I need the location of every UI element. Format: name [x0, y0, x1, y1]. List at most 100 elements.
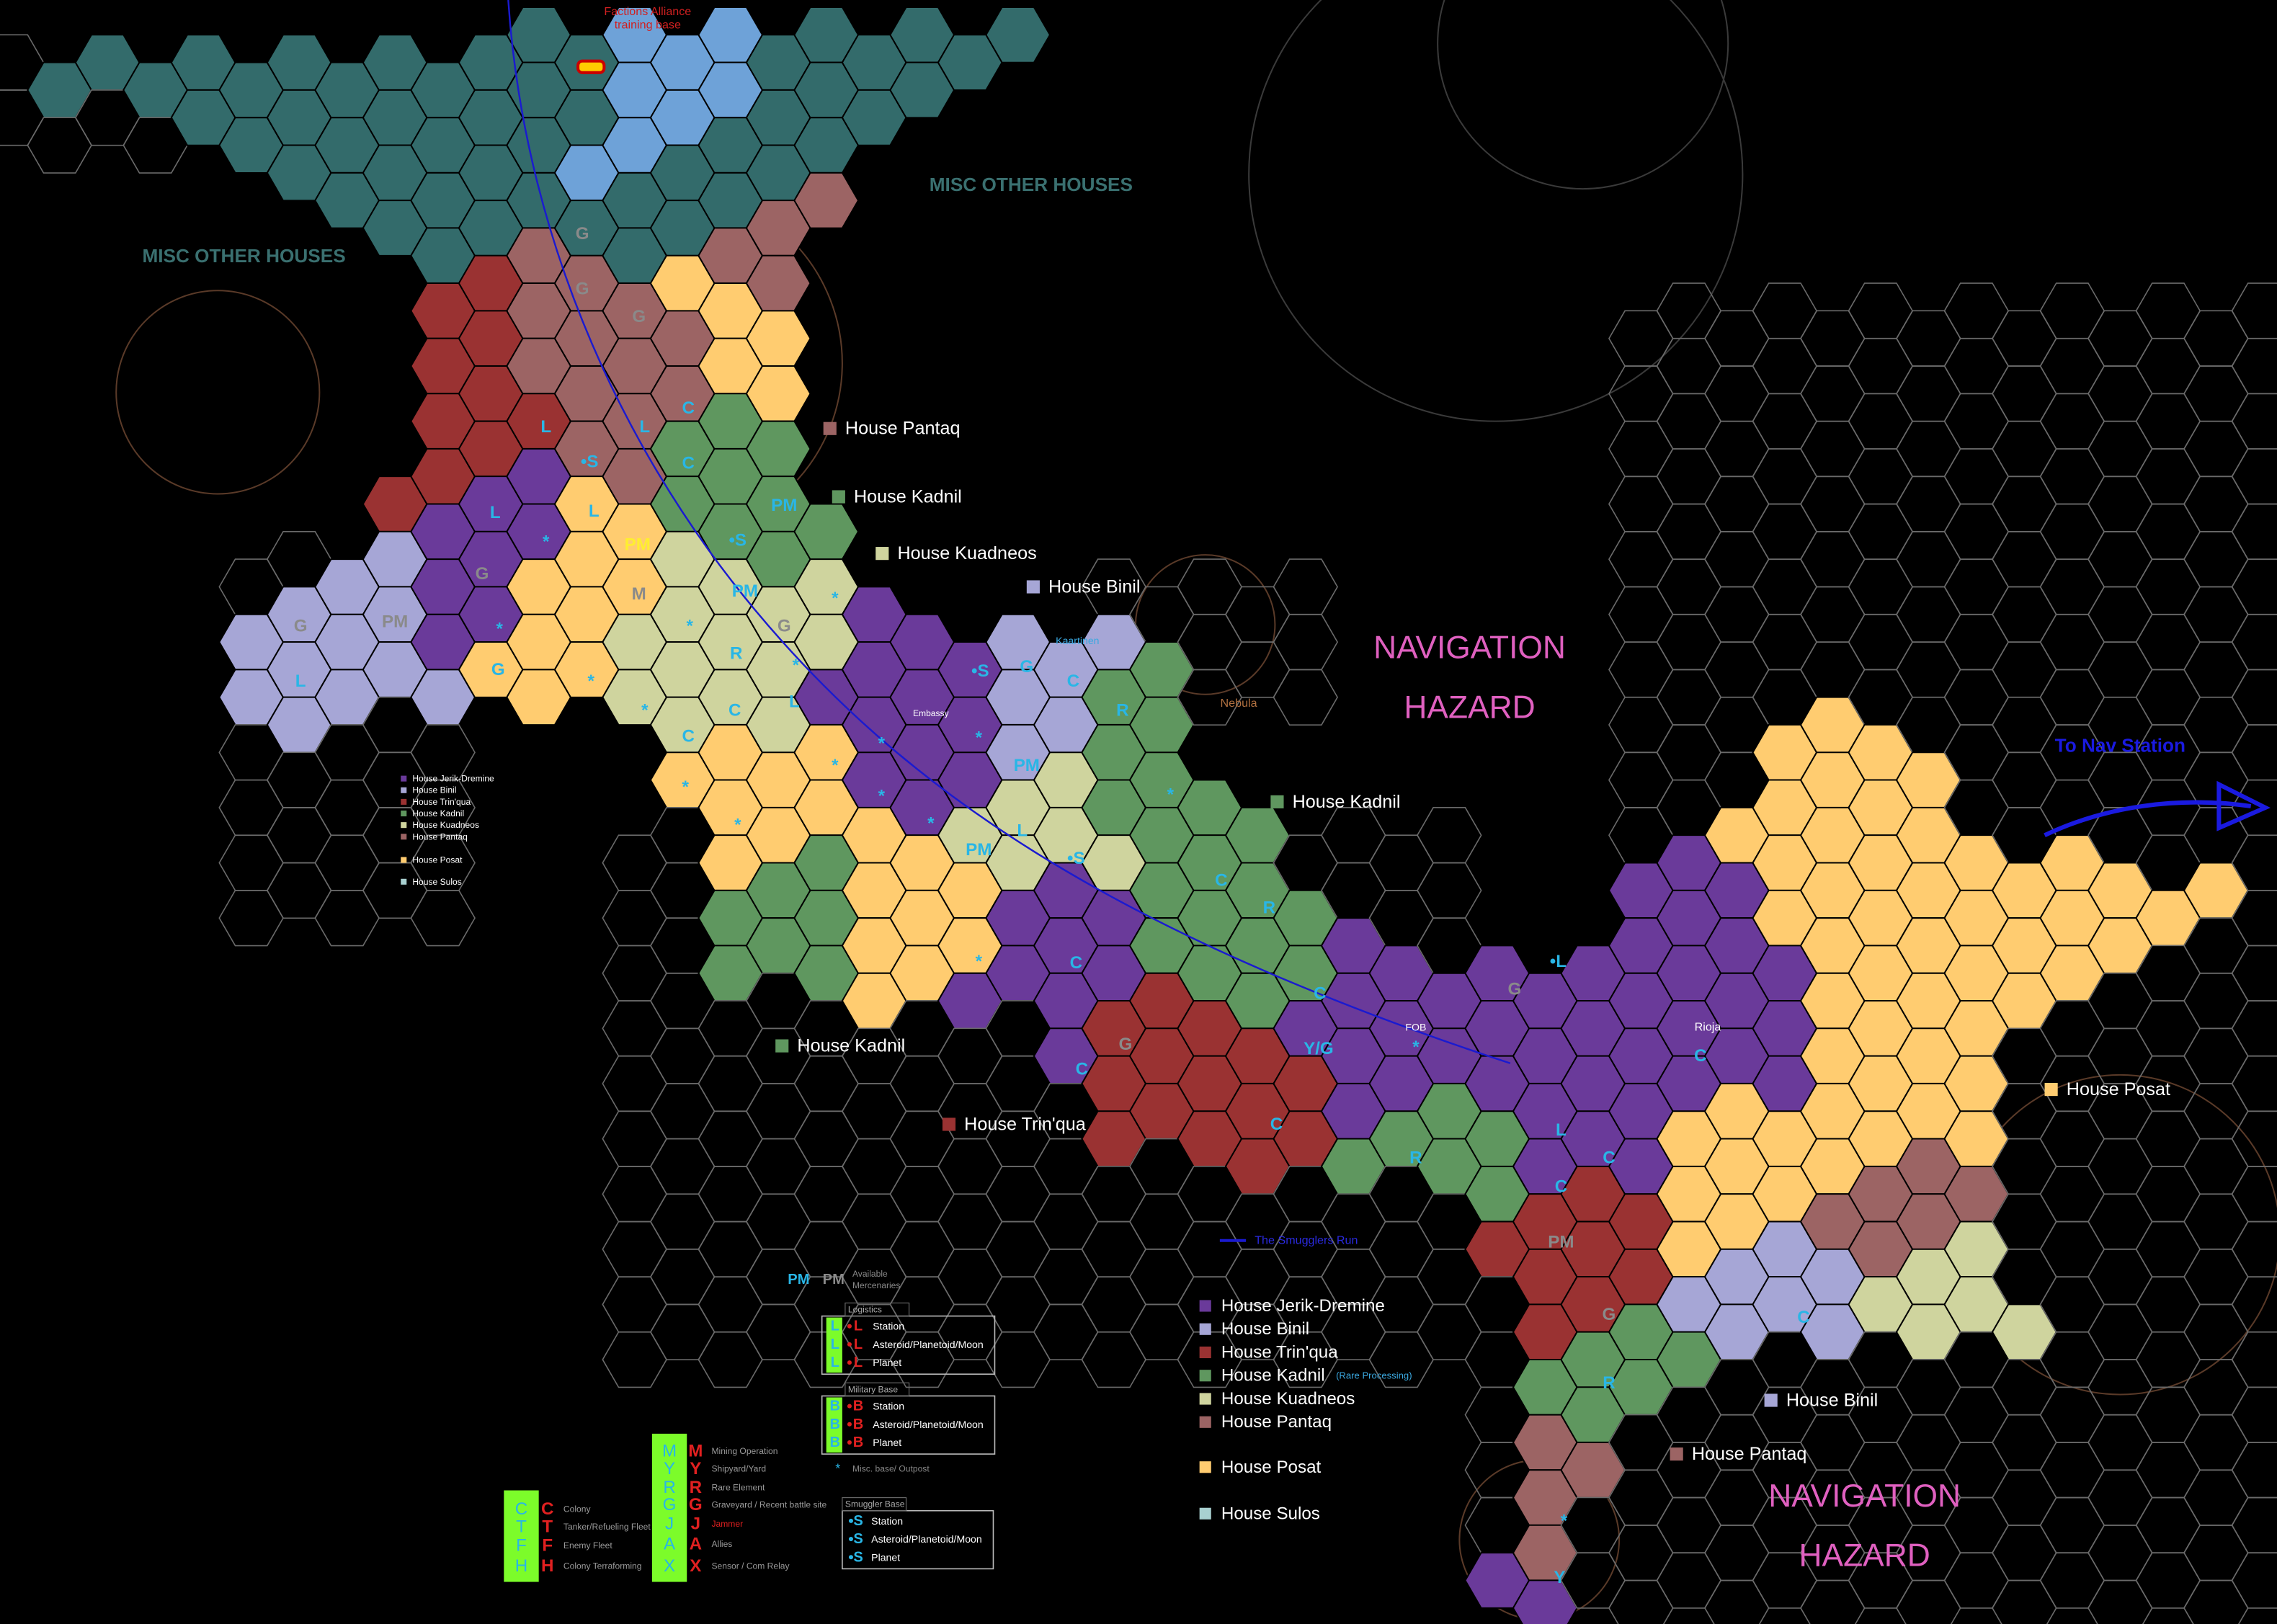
hex-marker: C	[1314, 984, 1326, 1004]
key-title-box	[845, 1382, 910, 1397]
code-label: Sensor / Com Relay	[712, 1561, 790, 1571]
legend-swatch	[401, 798, 407, 805]
hex-marker: •L	[1550, 952, 1567, 971]
hex-marker: PM	[382, 612, 408, 631]
key-symbol: L	[831, 1319, 839, 1334]
legend-swatch	[1199, 1507, 1211, 1520]
key-green	[826, 1317, 842, 1373]
house-swatch	[775, 1039, 789, 1053]
key-symbol: S	[853, 1549, 863, 1565]
hex-marker: M	[632, 584, 646, 604]
code-label: Allies	[712, 1539, 733, 1549]
code-letter: X	[664, 1556, 675, 1576]
hex-marker: *	[1561, 1511, 1568, 1530]
hex-marker: C	[728, 700, 741, 720]
hex-marker: C	[1270, 1115, 1283, 1134]
code-label: Mining Operation	[712, 1446, 778, 1456]
key-text: Available	[852, 1269, 888, 1279]
place-label: To Nav Station	[2055, 734, 2185, 756]
key-symbol: B	[830, 1416, 841, 1432]
hex-marker: G	[576, 280, 589, 299]
legend-swatch	[401, 775, 407, 782]
training-base-icon	[576, 59, 606, 74]
legend-swatch	[401, 834, 407, 840]
house-swatch	[832, 490, 845, 504]
hex-marker: C	[1603, 1148, 1615, 1167]
house-swatch	[2044, 1083, 2058, 1097]
hex-marker: C	[682, 454, 695, 473]
hex-marker: R	[1409, 1148, 1422, 1167]
code-letter: Y	[690, 1459, 701, 1478]
place-label: Nebula	[1221, 697, 1257, 710]
hex-marker: C	[1694, 1046, 1706, 1066]
key-symbol: L	[854, 1337, 863, 1352]
house-label: House Pantaq	[1692, 1444, 1807, 1464]
house-swatch	[1026, 580, 1040, 594]
legend-swatch	[401, 822, 407, 829]
key-text: Misc. base/ Outpost	[852, 1463, 930, 1473]
hex-marker: *	[976, 728, 983, 748]
hex-marker: *	[1412, 1038, 1420, 1057]
hex-marker: *	[641, 700, 649, 720]
hex-marker: *	[976, 952, 983, 971]
code-label: Graveyard / Recent battle site	[712, 1500, 827, 1510]
key-dot	[847, 1324, 852, 1329]
key-row-label: Planet	[871, 1551, 900, 1563]
code-label: Colony Terraforming	[563, 1561, 642, 1571]
hex-marker: *	[734, 816, 741, 835]
hex-marker: PM	[732, 581, 758, 601]
key-dot	[848, 1537, 853, 1542]
code-letter: F	[516, 1536, 527, 1556]
key-symbol: B	[853, 1416, 864, 1432]
house-label: House Kadnil	[1293, 792, 1401, 812]
place-label: Rioja	[1695, 1020, 1721, 1033]
key-symbol: S	[853, 1531, 863, 1547]
code-letter: M	[662, 1442, 677, 1461]
misc-region-label: MISC OTHER HOUSES	[142, 245, 345, 267]
hex-marker: G	[491, 660, 505, 679]
code-label: Tanker/Refueling Fleet	[563, 1522, 651, 1532]
key-symbol: S	[853, 1513, 863, 1529]
hex-marker: G	[1020, 657, 1033, 677]
legend-swatch	[1199, 1323, 1211, 1335]
hex-outline	[2231, 1552, 2277, 1609]
house-swatch	[875, 547, 889, 561]
key-row-label: Asteroid/Planetoid/Moon	[873, 1339, 984, 1350]
overlay	[507, 0, 2271, 1242]
hex-marker: C	[1070, 953, 1082, 973]
key-row-label: Planet	[873, 1357, 901, 1368]
hex-marker: C	[682, 398, 695, 418]
key-symbol: L	[854, 1355, 863, 1370]
key-row-label: Station	[873, 1321, 904, 1332]
hazard-label: NAVIGATION	[1373, 630, 1566, 666]
hex-marker: L	[540, 417, 551, 437]
key-symbol: B	[830, 1398, 841, 1414]
key-symbol: B	[853, 1435, 864, 1450]
hex-marker: L	[1556, 1120, 1567, 1140]
key-dot	[848, 1518, 853, 1523]
hex-marker: R	[1603, 1373, 1615, 1393]
nav-arrow	[2044, 800, 2252, 837]
hex-marker: •S	[971, 661, 989, 681]
hex-marker: *	[832, 756, 839, 775]
code-letter: J	[691, 1514, 700, 1533]
key-dot	[847, 1404, 852, 1409]
code-letter: R	[663, 1478, 675, 1497]
code-letter: Y	[664, 1459, 675, 1478]
key-symbol: PM	[788, 1272, 809, 1288]
hex-marker: G	[777, 616, 791, 635]
house-swatch	[942, 1117, 956, 1131]
legend-swatch	[1199, 1393, 1211, 1405]
code-letter: J	[665, 1514, 674, 1533]
key-symbol: L	[831, 1355, 839, 1370]
hex-marker: PM	[771, 496, 797, 515]
key-symbol: B	[830, 1435, 841, 1450]
hex-marker: PM	[625, 535, 651, 555]
legend-label: House Kadnil	[1221, 1366, 1325, 1386]
hex-marker: G	[1603, 1305, 1616, 1324]
small-legend-label: House Jerik-Dremine	[412, 774, 494, 784]
house-label: House Trin'qua	[964, 1114, 1087, 1134]
hex-marker: L	[490, 503, 501, 522]
hex-marker: L	[1017, 821, 1028, 841]
